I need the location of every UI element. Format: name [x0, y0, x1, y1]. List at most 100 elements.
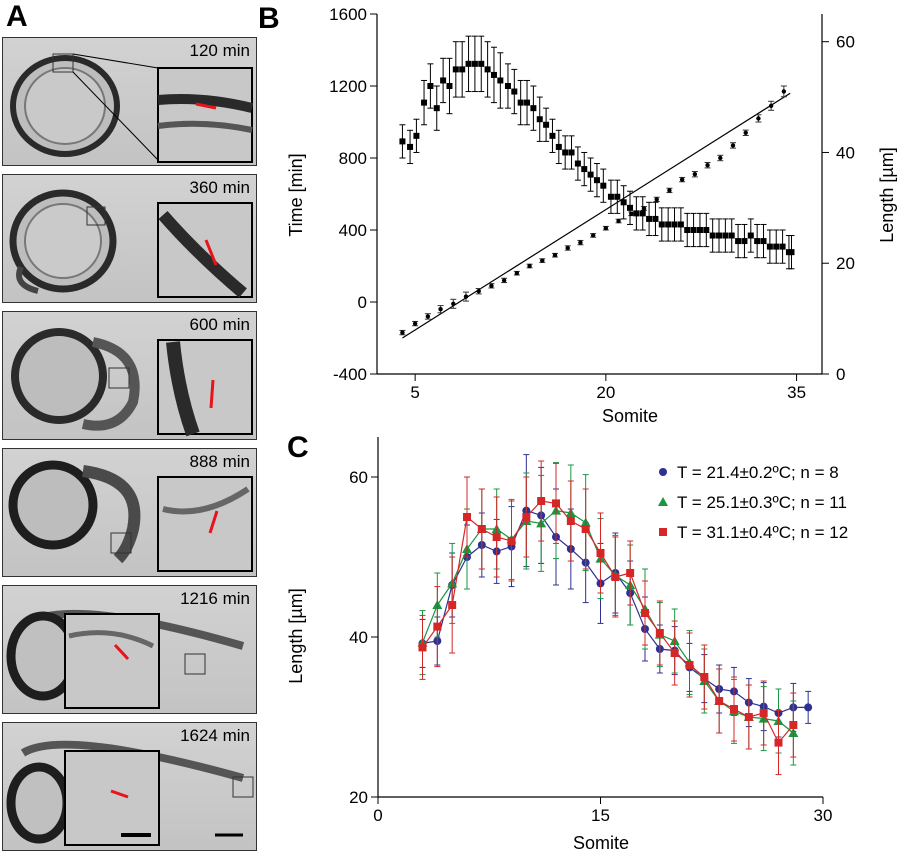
data-point [478, 60, 485, 67]
y2-tick-label: 40 [836, 143, 855, 162]
data-point [465, 60, 472, 67]
data-point [670, 649, 679, 657]
data-point [524, 99, 531, 106]
y2-tick-label: 60 [836, 33, 855, 52]
timepoint-label: 120 min [189, 41, 250, 60]
data-point [692, 172, 698, 177]
data-point [452, 66, 459, 73]
data-point [756, 116, 761, 121]
data-point [671, 221, 678, 228]
legend-entry: T = 21.4±0.2ºC; n = 8 [677, 463, 839, 482]
x-axis-label: Somite [602, 406, 658, 426]
x-tick-label: 15 [591, 806, 610, 825]
legend: T = 21.4±0.2ºC; n = 8 T = 25.1±0.3ºC; n … [658, 463, 848, 542]
data-point [463, 294, 469, 299]
data-point [471, 60, 478, 67]
data-point [773, 243, 780, 250]
data-point [507, 537, 516, 545]
data-point [438, 307, 443, 312]
y-tick-label: 40 [349, 628, 368, 647]
data-point [779, 243, 786, 250]
data-point [596, 549, 605, 557]
data-point [743, 130, 748, 135]
data-point [400, 330, 405, 335]
data-point [709, 232, 716, 239]
x-tick-label: 30 [814, 806, 833, 825]
data-point [425, 314, 431, 319]
data-point [489, 283, 494, 288]
panel-letter-c: C [287, 431, 309, 464]
data-point [685, 661, 694, 669]
timepoint-label: 1216 min [180, 589, 250, 608]
data-point [511, 88, 518, 95]
data-point [418, 643, 427, 652]
data-point [754, 238, 761, 245]
embryo-image [6, 740, 254, 846]
timepoint-label: 1624 min [180, 726, 250, 745]
y2-tick-label: 20 [836, 254, 855, 273]
embryo-image [9, 189, 253, 298]
timepoint-label: 600 min [189, 315, 250, 334]
data-point [789, 721, 798, 729]
data-point [433, 622, 442, 631]
embryo-image [6, 609, 245, 709]
data-point [607, 193, 614, 200]
data-point [718, 155, 723, 161]
data-point [667, 188, 672, 193]
data-point [593, 177, 600, 184]
panel-letter-a: A [6, 0, 28, 33]
data-point [565, 245, 570, 251]
data-point [399, 138, 406, 145]
data-point [451, 301, 456, 306]
data-point [804, 703, 813, 712]
data-point [581, 525, 590, 533]
micrograph-panel: 1216 min [2, 585, 257, 714]
data-point [459, 66, 466, 73]
data-point [504, 83, 511, 89]
legend-entry: T = 25.1±0.3ºC; n = 11 [677, 493, 847, 512]
data-point [501, 278, 507, 283]
micrograph-panel: 888 min [2, 448, 257, 577]
data-point [562, 149, 569, 156]
data-point [492, 533, 501, 541]
data-point [514, 271, 520, 276]
data-point [412, 321, 418, 326]
data-point [744, 713, 753, 721]
data-point [407, 143, 414, 150]
x-tick-label: 5 [410, 383, 419, 402]
x-axis-label: Somite [573, 833, 629, 853]
data-point [421, 99, 428, 106]
data-point [590, 233, 596, 238]
data-point [684, 227, 691, 233]
micrograph-panel: 360 min [2, 174, 257, 303]
data-point [603, 226, 609, 231]
data-point [477, 525, 486, 533]
micrograph-panel: 1624 min [2, 722, 257, 851]
panel-letter-b: B [258, 2, 280, 35]
x-tick-label: 35 [787, 383, 806, 402]
data-point [655, 629, 664, 637]
data-point [730, 143, 736, 148]
embryo-image [8, 460, 253, 572]
data-point [768, 103, 774, 109]
data-point [552, 253, 558, 258]
data-point [696, 227, 703, 233]
data-point [433, 105, 440, 112]
data-point [639, 210, 646, 217]
data-point [574, 160, 581, 167]
y-tick-label: 400 [339, 221, 367, 240]
data-point [677, 221, 684, 228]
data-point [587, 171, 594, 178]
y-tick-label: 1600 [329, 5, 367, 24]
y-tick-label: -400 [333, 365, 367, 384]
data-point [600, 182, 607, 189]
data-point [633, 210, 640, 217]
legend-marker [658, 497, 668, 506]
data-point [679, 177, 685, 182]
x-tick-label: 0 [373, 806, 382, 825]
timepoint-label: 888 min [189, 452, 250, 471]
y-tick-label: 1200 [329, 77, 367, 96]
data-point [540, 258, 545, 263]
data-point [578, 240, 583, 245]
data-point [463, 513, 471, 521]
